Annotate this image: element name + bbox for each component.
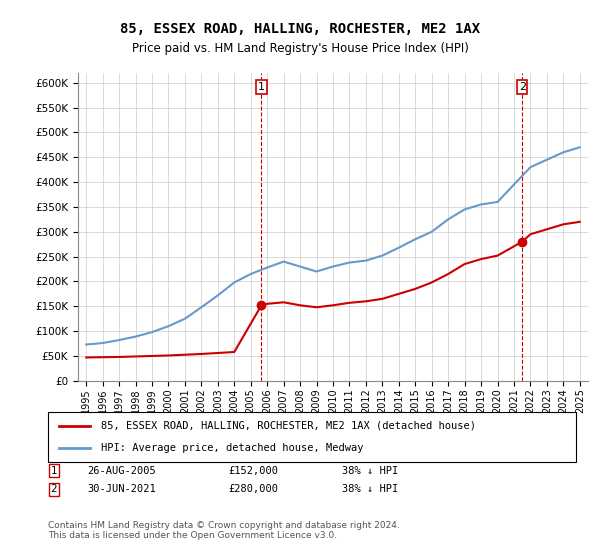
Text: 85, ESSEX ROAD, HALLING, ROCHESTER, ME2 1AX: 85, ESSEX ROAD, HALLING, ROCHESTER, ME2 … bbox=[120, 22, 480, 36]
Text: 30-JUN-2021: 30-JUN-2021 bbox=[87, 484, 156, 494]
Text: 2: 2 bbox=[50, 484, 58, 494]
Text: £280,000: £280,000 bbox=[228, 484, 278, 494]
Text: £152,000: £152,000 bbox=[228, 466, 278, 476]
Text: 85, ESSEX ROAD, HALLING, ROCHESTER, ME2 1AX (detached house): 85, ESSEX ROAD, HALLING, ROCHESTER, ME2 … bbox=[101, 421, 476, 431]
FancyBboxPatch shape bbox=[48, 412, 576, 462]
Text: 2: 2 bbox=[518, 82, 526, 92]
Text: 1: 1 bbox=[258, 82, 265, 92]
Text: HPI: Average price, detached house, Medway: HPI: Average price, detached house, Medw… bbox=[101, 443, 364, 453]
Text: 26-AUG-2005: 26-AUG-2005 bbox=[87, 466, 156, 476]
Text: Price paid vs. HM Land Registry's House Price Index (HPI): Price paid vs. HM Land Registry's House … bbox=[131, 42, 469, 55]
Text: 38% ↓ HPI: 38% ↓ HPI bbox=[342, 484, 398, 494]
Text: Contains HM Land Registry data © Crown copyright and database right 2024.
This d: Contains HM Land Registry data © Crown c… bbox=[48, 521, 400, 540]
Text: 1: 1 bbox=[50, 466, 58, 476]
Text: 38% ↓ HPI: 38% ↓ HPI bbox=[342, 466, 398, 476]
